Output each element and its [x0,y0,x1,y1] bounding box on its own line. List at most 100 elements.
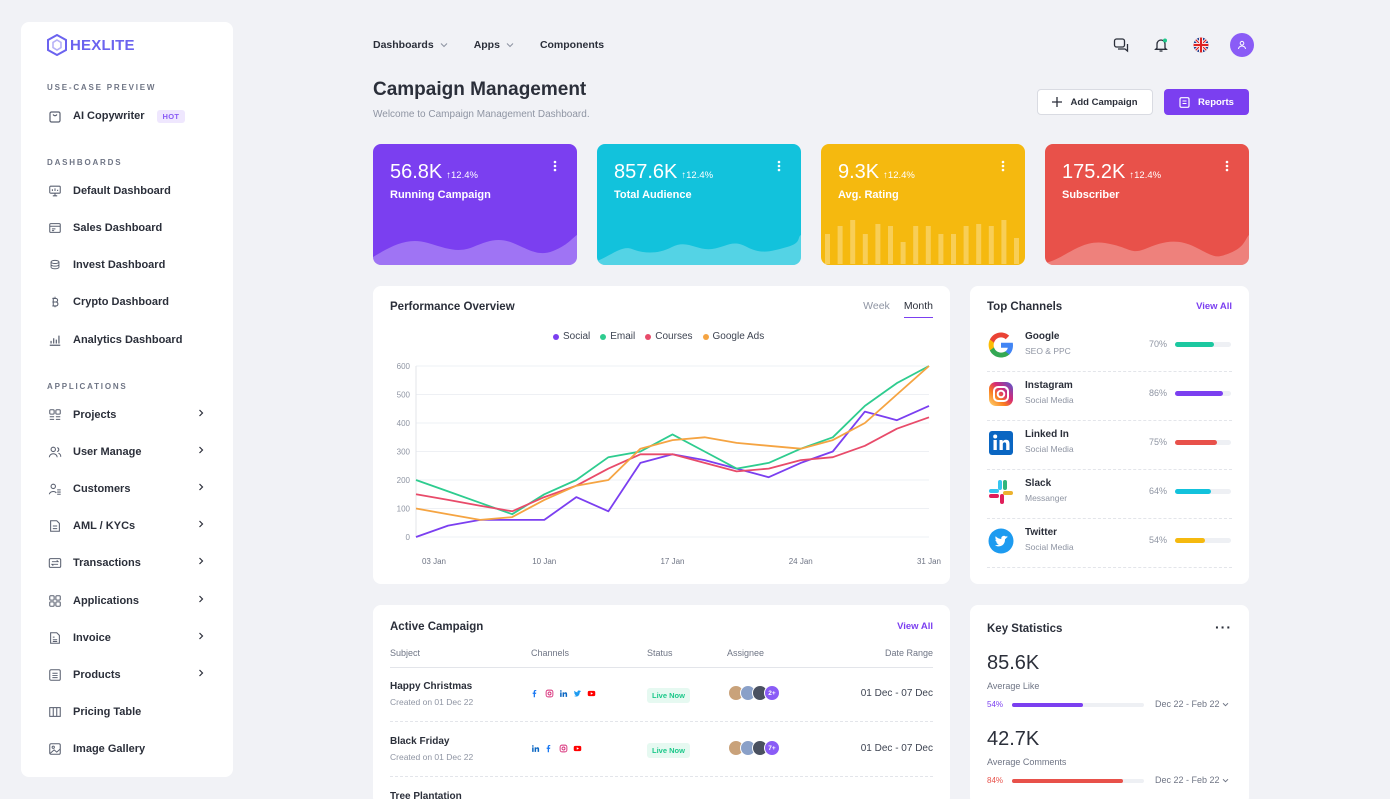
series-line-email[interactable] [415,365,930,516]
series-line-courses[interactable] [415,416,930,513]
twitter-icon[interactable] [573,689,582,698]
campaign-created: Created on 01 Dec 22 [390,752,474,762]
sidebar-item-transactions[interactable]: Transactions [47,552,207,574]
campaign-subject[interactable]: Tree Plantation [390,791,462,799]
channel-progress-fill [1175,538,1206,543]
sidebar-item-applications[interactable]: Applications [47,590,207,612]
kebab-menu-icon[interactable] [1225,160,1229,172]
stat-card: 857.6K ↑12.4% Total Audience [597,144,801,265]
x-tick-label: 03 Jan [422,557,446,566]
kebab-menu-icon[interactable] [553,160,557,172]
kebab-menu-icon[interactable] [777,160,781,172]
channel-progress-fill [1175,440,1217,445]
stat-card: 56.8K ↑12.4% Running Campaign [373,144,577,265]
stat-value: 9.3K ↑12.4% [838,161,915,183]
facebook-icon[interactable] [531,689,540,698]
channel-row[interactable]: Instagram Social Media 86% [987,372,1232,421]
topnav-apps[interactable]: Apps [474,39,514,51]
y-tick-label: 400 [397,419,411,428]
apps-icon [49,595,61,607]
legend-dot [553,333,559,340]
sidebar-item-pricing-table[interactable]: Pricing Table [47,701,207,723]
key-stat-value: 42.7K [987,728,1040,750]
sidebar-item-image-gallery[interactable]: Image Gallery [47,738,207,760]
sidebar-item-user-manage[interactable]: User Manage [47,441,207,463]
user-avatar[interactable] [1230,33,1254,57]
chevron-down-icon [440,43,448,48]
decor-bar [888,226,893,264]
section-title-applications: APPLICATIONS [47,382,128,391]
sidebar-item-label: Image Gallery [73,743,146,755]
sidebar-item-products[interactable]: Products [47,664,207,686]
sidebar-item-aml-kycs[interactable]: AML / KYCs [47,515,207,537]
key-stat-range-dropdown[interactable]: Dec 22 - Feb 22 [1155,775,1229,785]
topnav-components[interactable]: Components [539,39,605,51]
twitter-icon [988,528,1014,554]
decor-bar [875,224,881,264]
legend-dot [702,333,709,340]
legend-item[interactable]: Google Ads [702,331,764,342]
facebook-icon[interactable] [545,744,554,753]
channel-sub: SEO & PPC [1025,346,1071,356]
more-assignees-badge[interactable]: 7+ [764,740,780,756]
channel-row[interactable]: Slack Messanger 64% [987,470,1232,519]
legend-item[interactable]: Social [553,331,590,342]
campaign-subject[interactable]: Happy Christmas [390,681,473,692]
sidebar-item-label: Customers [73,483,131,495]
tab-week[interactable]: Week [863,300,890,312]
sidebar-item-projects[interactable]: Projects [47,404,207,426]
sidebar-item-analytics-dashboard[interactable]: Analytics Dashboard [47,329,207,351]
more-options-icon[interactable]: ··· [1215,619,1232,635]
channel-sub: Messanger [1025,493,1068,503]
card-title: Top Channels [987,301,1063,313]
more-assignees-badge[interactable]: 2+ [764,685,780,701]
page-title: Campaign Management [373,79,587,100]
shopping-bag-icon [47,108,63,124]
sidebar-item-crypto-dashboard[interactable]: Crypto Dashboard [47,291,207,313]
chat-icon[interactable] [1110,33,1132,57]
youtube-icon[interactable] [587,689,596,698]
sidebar-item-label: Transactions [73,557,141,569]
stat-delta: ↑12.4% [1129,170,1162,181]
sidebar-item-label: Analytics Dashboard [73,334,183,346]
top-channels-card: Top Channels View All Google SEO & PPC 7… [970,286,1249,584]
kebab-menu-icon[interactable] [1001,160,1005,172]
key-stat-progress-fill [1012,779,1123,783]
linkedin-icon[interactable] [559,689,568,698]
uk-flag-icon[interactable] [1190,33,1212,57]
decor-bar [925,226,931,264]
series-line-social[interactable] [415,405,930,538]
campaign-subject[interactable]: Black Friday [390,736,450,747]
brand-logo[interactable]: HEXLITE [46,34,135,56]
campaign-view-all-link[interactable]: View All [897,621,933,632]
sidebar-item-invest-dashboard[interactable]: Invest Dashboard [47,254,207,276]
instagram-icon[interactable] [545,689,554,698]
instagram-icon[interactable] [559,744,568,753]
add-campaign-button[interactable]: Add Campaign [1037,89,1153,115]
sidebar-item-sales-dashboard[interactable]: Sales Dashboard [47,217,207,239]
linkedin-icon[interactable] [531,744,540,753]
sidebar-item-ai-copywriter[interactable]: AI Copywriter HOT [47,105,207,127]
sidebar-item-customers[interactable]: Customers [47,478,207,500]
tab-month[interactable]: Month [903,300,933,318]
brand-name: HEXLITE [70,36,135,54]
topnav-dashboards[interactable]: Dashboards [373,39,448,51]
reports-button[interactable]: Reports [1164,89,1249,115]
decor-bar [850,220,856,264]
legend-item[interactable]: Email [600,331,635,342]
youtube-icon[interactable] [573,744,582,753]
channel-progress [1175,342,1231,347]
channels-view-all-link[interactable]: View All [1196,301,1232,312]
sidebar-item-invoice[interactable]: Invoice [47,627,207,649]
series-line-google-ads[interactable] [415,365,930,521]
legend-item[interactable]: Courses [645,331,693,342]
legend-dot [600,333,607,340]
channel-row[interactable]: Linked In Social Media 75% [987,421,1232,470]
sidebar-item-label: Projects [73,409,117,421]
channel-row[interactable]: Twitter Social Media 54% [987,519,1232,568]
bell-icon[interactable] [1150,33,1172,57]
sidebar-item-default-dashboard[interactable]: Default Dashboard [47,180,207,202]
user-list-icon [48,483,61,495]
key-stat-range-dropdown[interactable]: Dec 22 - Feb 22 [1155,699,1229,709]
channel-row[interactable]: Google SEO & PPC 70% [987,323,1232,372]
